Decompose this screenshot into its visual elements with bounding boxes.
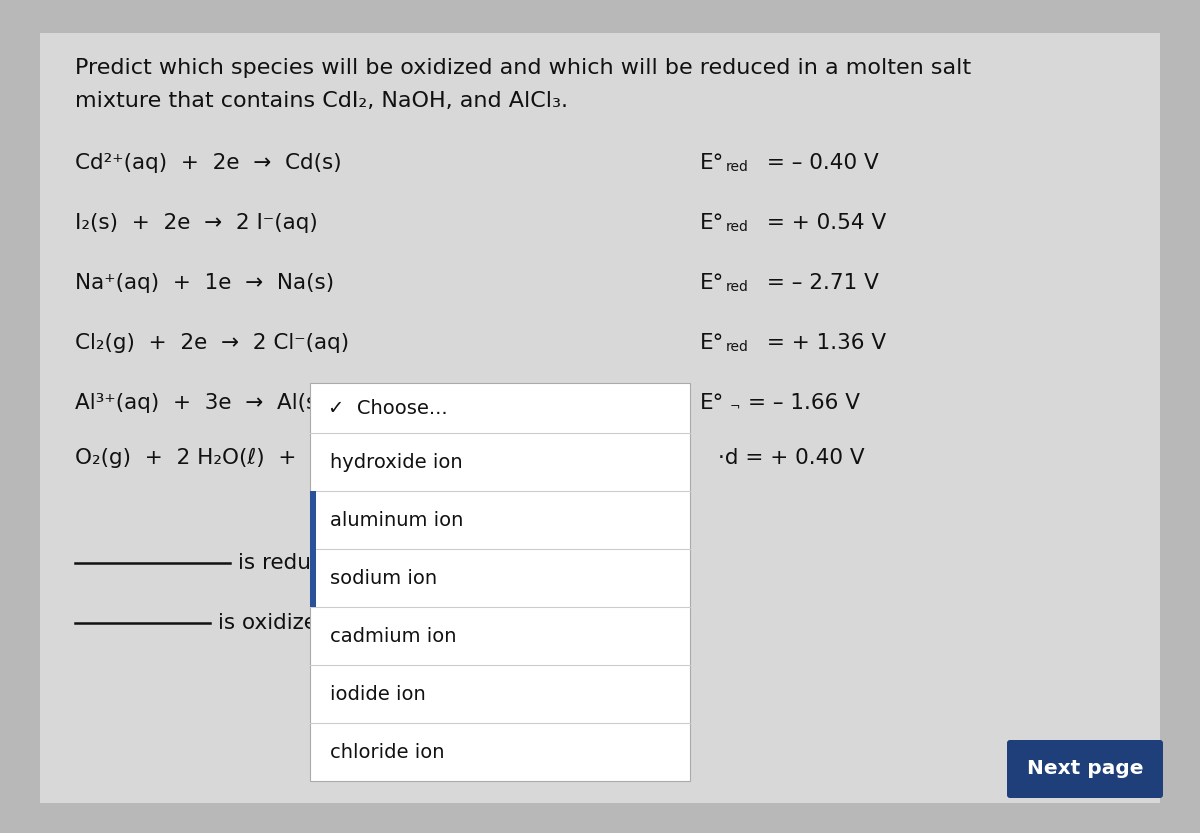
Text: sodium ion: sodium ion	[330, 568, 437, 587]
Text: E°: E°	[700, 333, 725, 353]
Text: = + 1.36 V: = + 1.36 V	[760, 333, 886, 353]
Text: = – 2.71 V: = – 2.71 V	[760, 273, 878, 293]
Text: chloride ion: chloride ion	[330, 742, 444, 761]
Text: Na⁺(aq)  +  1e  →  Na(s): Na⁺(aq) + 1e → Na(s)	[74, 273, 334, 293]
Text: red: red	[726, 340, 749, 354]
Text: aluminum ion: aluminum ion	[330, 511, 463, 530]
Text: mixture that contains CdI₂, NaOH, and AlCl₃.: mixture that contains CdI₂, NaOH, and Al…	[74, 91, 568, 111]
Text: E°: E°	[700, 213, 725, 233]
Text: hydroxide ion: hydroxide ion	[330, 452, 463, 471]
Text: Cd²⁺(aq)  +  2e  →  Cd(s): Cd²⁺(aq) + 2e → Cd(s)	[74, 153, 342, 173]
Text: Cl₂(g)  +  2e  →  2 Cl⁻(aq): Cl₂(g) + 2e → 2 Cl⁻(aq)	[74, 333, 349, 353]
Text: red: red	[726, 280, 749, 294]
Text: E°: E°	[700, 153, 725, 173]
Text: red: red	[726, 160, 749, 174]
Text: = – 0.40 V: = – 0.40 V	[760, 153, 878, 173]
Text: is oxidized.: is oxidized.	[218, 613, 337, 633]
Text: = – 1.66 V: = – 1.66 V	[748, 393, 860, 413]
Text: Next page: Next page	[1027, 760, 1144, 779]
FancyBboxPatch shape	[1007, 740, 1163, 798]
Text: is reduced: is reduced	[238, 553, 349, 573]
Text: cadmium ion: cadmium ion	[330, 626, 456, 646]
Text: = + 0.54 V: = + 0.54 V	[760, 213, 887, 233]
Text: iodide ion: iodide ion	[330, 685, 426, 704]
Text: red: red	[726, 220, 749, 234]
Text: I₂(s)  +  2e  →  2 I⁻(aq): I₂(s) + 2e → 2 I⁻(aq)	[74, 213, 318, 233]
Bar	[310, 491, 316, 607]
Text: O₂(g)  +  2 H₂O(ℓ)  +  4e: O₂(g) + 2 H₂O(ℓ) + 4e	[74, 448, 337, 468]
Bar	[310, 383, 690, 781]
Text: E°: E°	[700, 393, 725, 413]
Text: E°: E°	[700, 273, 725, 293]
Text: ✓  Choose...: ✓ Choose...	[328, 398, 448, 417]
Text: Al³⁺(aq)  +  3e  →  Al(s): Al³⁺(aq) + 3e → Al(s)	[74, 393, 325, 413]
Text: ¬: ¬	[730, 401, 740, 413]
Text: ·d = + 0.40 V: ·d = + 0.40 V	[718, 448, 865, 468]
Text: Predict which species will be oxidized and which will be reduced in a molten sal: Predict which species will be oxidized a…	[74, 58, 971, 78]
